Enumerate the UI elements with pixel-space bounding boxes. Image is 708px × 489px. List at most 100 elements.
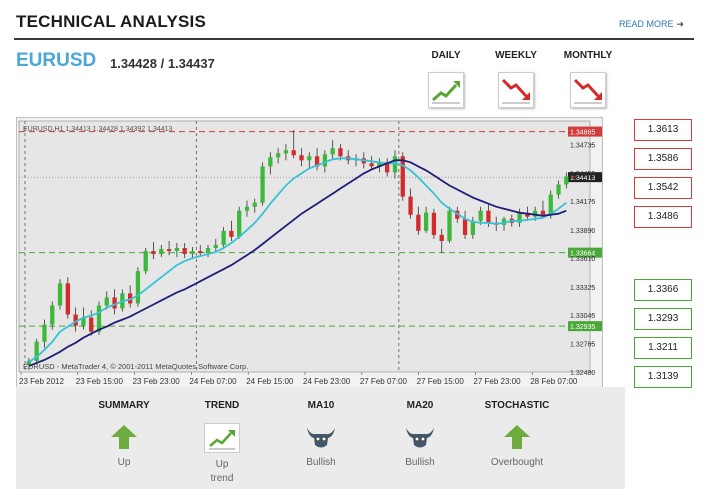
price-chart: 1.34865 1.33664 1.32935 1.34413 1.34735 1.344… (16, 117, 603, 389)
arrow-right-icon: ➜ (676, 19, 685, 29)
candle-body (198, 251, 203, 254)
candle-body (135, 271, 141, 304)
level-label: 1.32935 (570, 324, 595, 331)
x-tick-label: 27 Feb 23:00 (473, 377, 521, 386)
candle-body (252, 202, 257, 207)
candle-body (229, 230, 234, 237)
arrow-up-icon (111, 425, 137, 449)
indicator-title: MA20 (406, 400, 434, 411)
x-tick-label: 24 Feb 07:00 (189, 377, 237, 386)
timeframe-label: WEEKLY (495, 50, 537, 61)
candle-body (50, 305, 55, 325)
candle-body (416, 214, 421, 231)
indicator-value-line2: trend (210, 473, 234, 484)
candle-body (283, 150, 289, 154)
timeframe-label: MONTHLY (563, 50, 613, 61)
candle-body (213, 244, 218, 249)
candle-body (89, 317, 94, 332)
chart-watermark: EURUSD,H1 1.34413 1.34428 1.34392 1.3441… (23, 126, 173, 133)
plot-area (18, 120, 591, 373)
x-tick-label: 28 Feb 07:00 (530, 377, 578, 386)
timeframe-monthly[interactable]: MONTHLY (558, 50, 618, 108)
y-tick-label: 1.33610 (570, 256, 595, 263)
indicator-ma10: MA10 Bullish (276, 400, 366, 470)
x-tick-label: 23 Feb 15:00 (76, 377, 124, 386)
chart-copyright: EURUSD - MetaTrader 4, © 2001-2011 MetaQ… (23, 362, 248, 371)
candle-body (42, 324, 47, 342)
candle-body (237, 210, 242, 237)
candle-body (431, 212, 437, 235)
indicator-value: Overbought (490, 457, 544, 468)
indicator-title: SUMMARY (98, 400, 150, 411)
candle-body (571, 176, 577, 178)
candle-body (556, 184, 561, 195)
trend-up-icon (428, 72, 464, 108)
ma-slow-line (28, 159, 567, 367)
candle-body (423, 212, 429, 231)
candle-body (260, 166, 265, 203)
y-tick-label: 1.33890 (570, 228, 595, 235)
resistance-level: 1.3486 (634, 206, 692, 228)
level-tag (568, 247, 602, 258)
candle-body (385, 162, 390, 173)
y-tick-label: 1.33325 (570, 285, 595, 292)
candle-body (81, 317, 86, 326)
x-tick-label: 23 Feb 23:00 (133, 377, 181, 386)
candle-body (501, 218, 507, 225)
indicator-ma20: MA20 Bullish (375, 400, 465, 470)
page-title: TECHNICAL ANALYSIS (16, 12, 206, 31)
indicator-value: Bullish (306, 457, 336, 468)
candle-body (34, 341, 39, 361)
indicator-value: Bullish (405, 457, 435, 468)
indicator-summary: SUMMARY Up (79, 400, 169, 470)
candle-body (291, 150, 296, 156)
trend-down-icon (570, 72, 606, 108)
candle-body (159, 249, 164, 255)
support-level: 1.3211 (634, 337, 692, 359)
level-tag (568, 321, 602, 332)
indicator-value-line1: Up (215, 459, 229, 470)
timeframe-daily[interactable]: DAILY (416, 50, 476, 108)
candle-body (369, 163, 374, 167)
candle-body (26, 360, 32, 365)
support-level: 1.3139 (634, 366, 692, 388)
candle-body (73, 314, 78, 326)
candle-body (151, 251, 156, 255)
candle-body (564, 176, 569, 185)
indicator-title: MA10 (307, 400, 335, 411)
candle-body (322, 154, 328, 167)
candle-body (96, 305, 102, 332)
candle-body (447, 210, 452, 241)
candle-body (112, 297, 117, 309)
candle-body (166, 249, 172, 252)
support-level: 1.3293 (634, 308, 692, 330)
last-price-tag (568, 172, 602, 183)
resistance-level: 1.3586 (634, 148, 692, 170)
candle-body (377, 162, 382, 167)
bull-icon (406, 428, 434, 448)
candle-body (517, 212, 522, 223)
resistance-level: 1.3542 (634, 177, 692, 199)
candle-body (338, 148, 343, 157)
timeframe-weekly[interactable]: WEEKLY (486, 50, 546, 108)
y-tick-label: 1.33045 (570, 313, 595, 320)
x-tick-label: 23 Feb 2012 (19, 377, 64, 386)
arrow-up-icon (504, 425, 530, 449)
candle-body (470, 220, 475, 235)
candle-body (400, 156, 405, 197)
candle-body (299, 155, 304, 161)
candle-body (548, 194, 553, 215)
read-more-link[interactable]: READ MORE ➜ (619, 19, 684, 30)
timeframe-label: DAILY (431, 50, 461, 61)
candle-body (462, 218, 468, 235)
trend-down-icon (498, 72, 534, 108)
y-tick-label: 1.32480 (570, 370, 595, 377)
candle-body (65, 283, 70, 315)
candle-body (408, 196, 413, 215)
indicator-stochastic: STOCHASTIC Overbought (472, 400, 562, 470)
level-label: 1.34865 (570, 130, 595, 137)
candle-body (314, 156, 320, 167)
candle-body (143, 251, 148, 272)
candle-body (205, 248, 211, 254)
trend-up-icon (204, 423, 240, 453)
